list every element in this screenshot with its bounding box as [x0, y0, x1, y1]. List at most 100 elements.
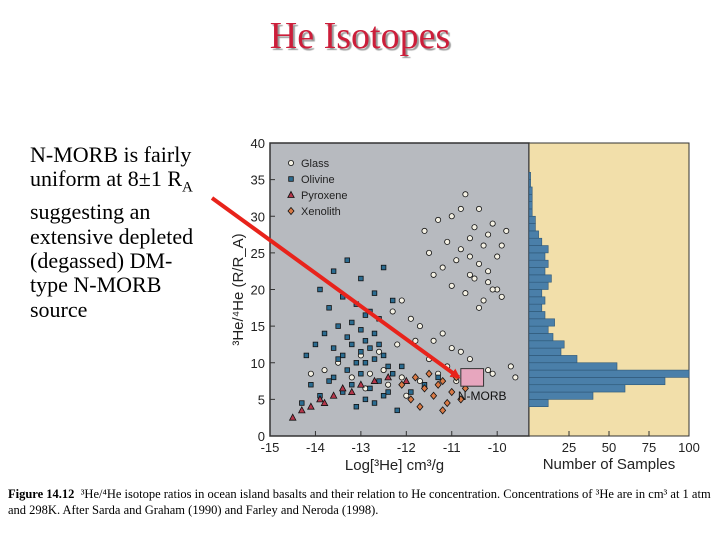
body-line: type N-MORB — [30, 272, 162, 298]
olivine-point — [380, 393, 387, 399]
slide-body-text: N-MORB is fairly uniform at 8±1 RA sugge… — [30, 142, 230, 322]
glass-point — [366, 370, 373, 377]
histogram-bar — [528, 318, 555, 327]
xenolith-point — [287, 206, 295, 216]
ra-subscript: A — [182, 179, 193, 196]
histogram-bar — [528, 296, 546, 305]
glass-point — [403, 392, 410, 399]
olivine-point — [399, 363, 405, 370]
pyroxene-point — [329, 391, 338, 399]
olivine-point — [371, 330, 378, 337]
glass-point — [389, 308, 396, 315]
olivine-point — [362, 312, 369, 318]
y-tick-label: 25 — [251, 246, 265, 261]
xenolith-point — [430, 391, 438, 400]
olivine-point — [340, 352, 346, 359]
slide-title: He Isotopes — [269, 15, 451, 57]
olivine-point — [335, 323, 341, 329]
pyroxene-point — [307, 402, 315, 410]
glass-point — [457, 348, 464, 355]
glass-point — [466, 271, 473, 278]
glass-point — [503, 227, 510, 234]
glass-point — [462, 290, 469, 297]
pyroxene-point — [402, 376, 411, 384]
glass-point — [498, 293, 505, 300]
glass-point — [348, 374, 355, 381]
glass-point — [471, 224, 478, 231]
olivine-point — [344, 334, 350, 340]
glass-point — [376, 348, 383, 355]
glass-point — [421, 227, 428, 234]
caption-label: Figure 14.12 — [8, 487, 75, 501]
glass-point — [444, 238, 451, 245]
olivine-point — [376, 341, 382, 348]
glass-point — [394, 341, 401, 348]
histogram-bar — [528, 340, 565, 349]
olivine-point — [385, 363, 391, 370]
olivine-point — [408, 389, 414, 395]
histogram-bar — [528, 201, 533, 210]
x-tick-label: -14 — [306, 440, 325, 455]
glass-point — [480, 242, 487, 249]
histogram-bar — [528, 369, 690, 378]
histogram-bar — [528, 245, 549, 254]
y-tick-label: 30 — [251, 209, 265, 224]
olivine-point — [435, 374, 441, 381]
xenolith-point — [434, 380, 442, 389]
glass-point — [416, 323, 423, 330]
histogram-bar — [528, 281, 549, 290]
histogram-bar — [528, 223, 536, 232]
glass-point — [321, 367, 328, 374]
histogram-bar — [528, 230, 539, 239]
xenolith-point — [439, 406, 447, 415]
xenolith-point — [407, 395, 415, 404]
x-tick-label: -12 — [397, 440, 416, 455]
olivine-point — [371, 356, 378, 362]
glass-point — [476, 205, 483, 212]
xenolith-point — [416, 402, 424, 411]
histogram-bar — [528, 215, 536, 224]
olivine-point — [362, 338, 369, 344]
olivine-point — [288, 176, 294, 182]
glass-point — [462, 191, 469, 198]
glass-point — [494, 253, 501, 260]
glass-point — [307, 370, 314, 377]
legend-label: Xenolith — [301, 206, 341, 218]
glass-point — [453, 257, 460, 264]
histogram-bar — [528, 303, 543, 312]
pyroxene-point — [370, 376, 379, 384]
glass-point — [398, 297, 405, 304]
glass-point — [407, 315, 414, 322]
xenolith-point — [457, 395, 465, 404]
body-line: extensive depleted — [30, 223, 194, 249]
glass-point — [439, 264, 446, 271]
glass-point — [489, 370, 496, 377]
olivine-point — [371, 400, 378, 406]
olivine-point — [353, 403, 360, 410]
nmorb-label: N-MORB — [458, 389, 507, 403]
xenolith-point — [439, 376, 447, 386]
olivine-point — [326, 305, 332, 311]
xenolith-point — [443, 398, 451, 408]
glass-point — [476, 304, 483, 311]
body-line: uniform at 8±1 RA — [30, 167, 230, 200]
x-tick-label: -13 — [351, 440, 370, 455]
histogram-bar — [528, 267, 546, 276]
x-axis-label: Log[³He] cm³/g — [345, 457, 444, 474]
glass-point — [448, 213, 455, 220]
olivine-point — [330, 268, 337, 274]
histogram-bar — [528, 208, 533, 217]
glass-point — [426, 249, 433, 256]
glass-point — [439, 330, 446, 337]
olivine-point — [358, 349, 364, 355]
olivine-point — [330, 345, 337, 351]
y-tick-label: 40 — [251, 136, 265, 151]
figure-caption: Figure 14.12 ³He/⁴He isotope ratios in o… — [8, 486, 714, 518]
body-line-text: uniform at 8±1 R — [30, 166, 183, 192]
olivine-point — [367, 345, 373, 351]
olivine-point — [349, 382, 355, 388]
olivine-point — [303, 352, 310, 359]
y-axis-label: ³He/⁴He (R/R_A) — [230, 233, 247, 345]
histogram-bar — [528, 355, 578, 364]
olivine-point — [312, 341, 319, 348]
